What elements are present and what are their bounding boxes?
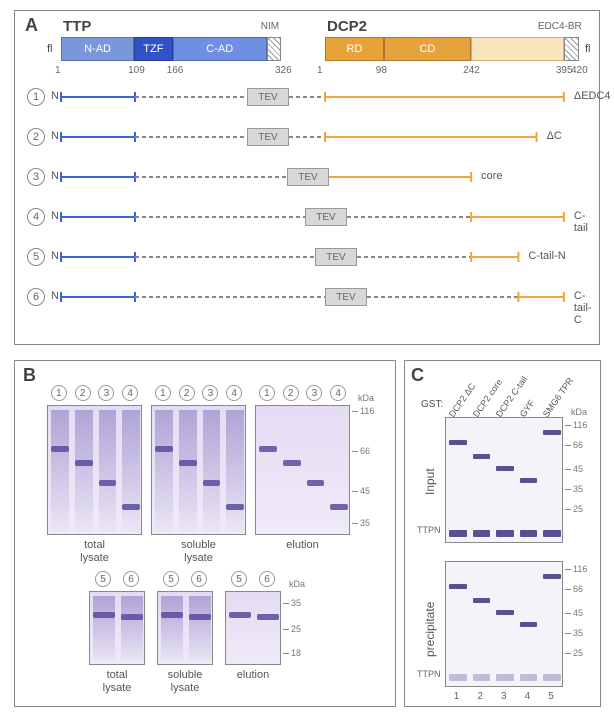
gel-title: solublelysate: [157, 669, 213, 694]
ttp-tick: 1: [55, 65, 61, 76]
gel-side-label: Input: [423, 468, 437, 495]
variant-label: C-tail-C: [574, 290, 599, 326]
lane-number: 2: [477, 691, 483, 702]
gel: [157, 591, 213, 665]
variant-label: ΔC: [547, 130, 562, 142]
n-term: N: [51, 90, 59, 102]
gel: [445, 417, 563, 543]
n-term: N: [51, 130, 59, 142]
variant-label: C-tail-N: [528, 250, 565, 262]
n-term: N: [51, 290, 59, 302]
lane-number: 5: [548, 691, 554, 702]
tev-box: TEV: [305, 208, 347, 226]
dcp2-tick: 242: [463, 65, 480, 76]
lane-label: 3: [202, 385, 218, 401]
lane-number: 1: [454, 691, 460, 702]
panel-c: C GST:DCP2 ΔCDCP2 coreDCP2 C-tailGYFSMG6…: [404, 360, 601, 707]
gel: [445, 561, 563, 687]
gel: [255, 405, 350, 535]
ttp-n-label: TTPN: [417, 525, 441, 535]
construct-1: 1: [27, 88, 45, 106]
construct-2: 2: [27, 128, 45, 146]
panel-a: A TTP fl DCP2 fl N-ADTZFC-AD RDCD NIM110…: [14, 10, 600, 345]
n-term: N: [51, 250, 59, 262]
panel-b-label: B: [23, 365, 36, 386]
lane-label: 6: [123, 571, 139, 587]
lane-label: 3: [98, 385, 114, 401]
gel: [225, 591, 281, 665]
dcp2-tick: 1: [317, 65, 323, 76]
ttp-n-label: TTPN: [417, 669, 441, 679]
mw-mark: 45: [360, 486, 370, 496]
gst-column: GYF: [518, 398, 537, 419]
lane-label: 5: [95, 571, 111, 587]
construct-3: 3: [27, 168, 45, 186]
ttp-tick: 166: [167, 65, 184, 76]
lane-label: 2: [283, 385, 299, 401]
mw-mark: 18: [291, 648, 301, 658]
mw-mark: 35: [360, 518, 370, 528]
lane-label: 6: [259, 571, 275, 587]
panel-c-label: C: [411, 365, 424, 386]
construct-4: 4: [27, 208, 45, 226]
dcp2-tick: 98: [376, 65, 387, 76]
gel-title: elution: [255, 539, 350, 552]
n-term: N: [51, 210, 59, 222]
gel: [151, 405, 246, 535]
n-term: N: [51, 170, 59, 182]
gel: [47, 405, 142, 535]
tev-box: TEV: [287, 168, 329, 186]
gel-side-label: precipitate: [423, 602, 437, 657]
lane-label: 1: [51, 385, 67, 401]
gel: [89, 591, 145, 665]
lane-number: 4: [525, 691, 531, 702]
panel-b: B 1234totallysate1234solublelysate1234el…: [14, 360, 396, 707]
lane-label: 4: [122, 385, 138, 401]
tev-box: TEV: [247, 128, 289, 146]
construct-6: 6: [27, 288, 45, 306]
lane-number: 3: [501, 691, 507, 702]
ttp-tick: 109: [128, 65, 145, 76]
mw-mark: 35: [291, 598, 301, 608]
gel-title: totallysate: [47, 539, 142, 564]
variant-label: core: [481, 170, 502, 182]
lane-label: 4: [330, 385, 346, 401]
gel-title: totallysate: [89, 669, 145, 694]
lane-label: 2: [179, 385, 195, 401]
variant-label: C-tail: [574, 210, 599, 234]
tev-box: TEV: [325, 288, 367, 306]
construct-5: 5: [27, 248, 45, 266]
ttp-tick: 326: [275, 65, 292, 76]
lane-label: 4: [226, 385, 242, 401]
dcp2-tick: 420: [571, 65, 588, 76]
variant-label: ΔEDC4: [574, 90, 611, 102]
lane-label: 3: [306, 385, 322, 401]
tev-box: TEV: [315, 248, 357, 266]
lane-label: 6: [191, 571, 207, 587]
lane-label: 5: [163, 571, 179, 587]
mw-mark: 25: [291, 624, 301, 634]
mw-mark: 66: [360, 446, 370, 456]
mw-mark: 116: [360, 406, 374, 416]
gel-title: elution: [225, 669, 281, 682]
lane-label: 1: [259, 385, 275, 401]
tev-box: TEV: [247, 88, 289, 106]
gel-title: solublelysate: [151, 539, 246, 564]
lane-label: 5: [231, 571, 247, 587]
nim-label: NIM: [261, 21, 279, 32]
lane-label: 1: [155, 385, 171, 401]
lane-label: 2: [75, 385, 91, 401]
edc4-label: EDC4-BR: [538, 21, 582, 32]
gst-label: GST:: [421, 399, 443, 410]
